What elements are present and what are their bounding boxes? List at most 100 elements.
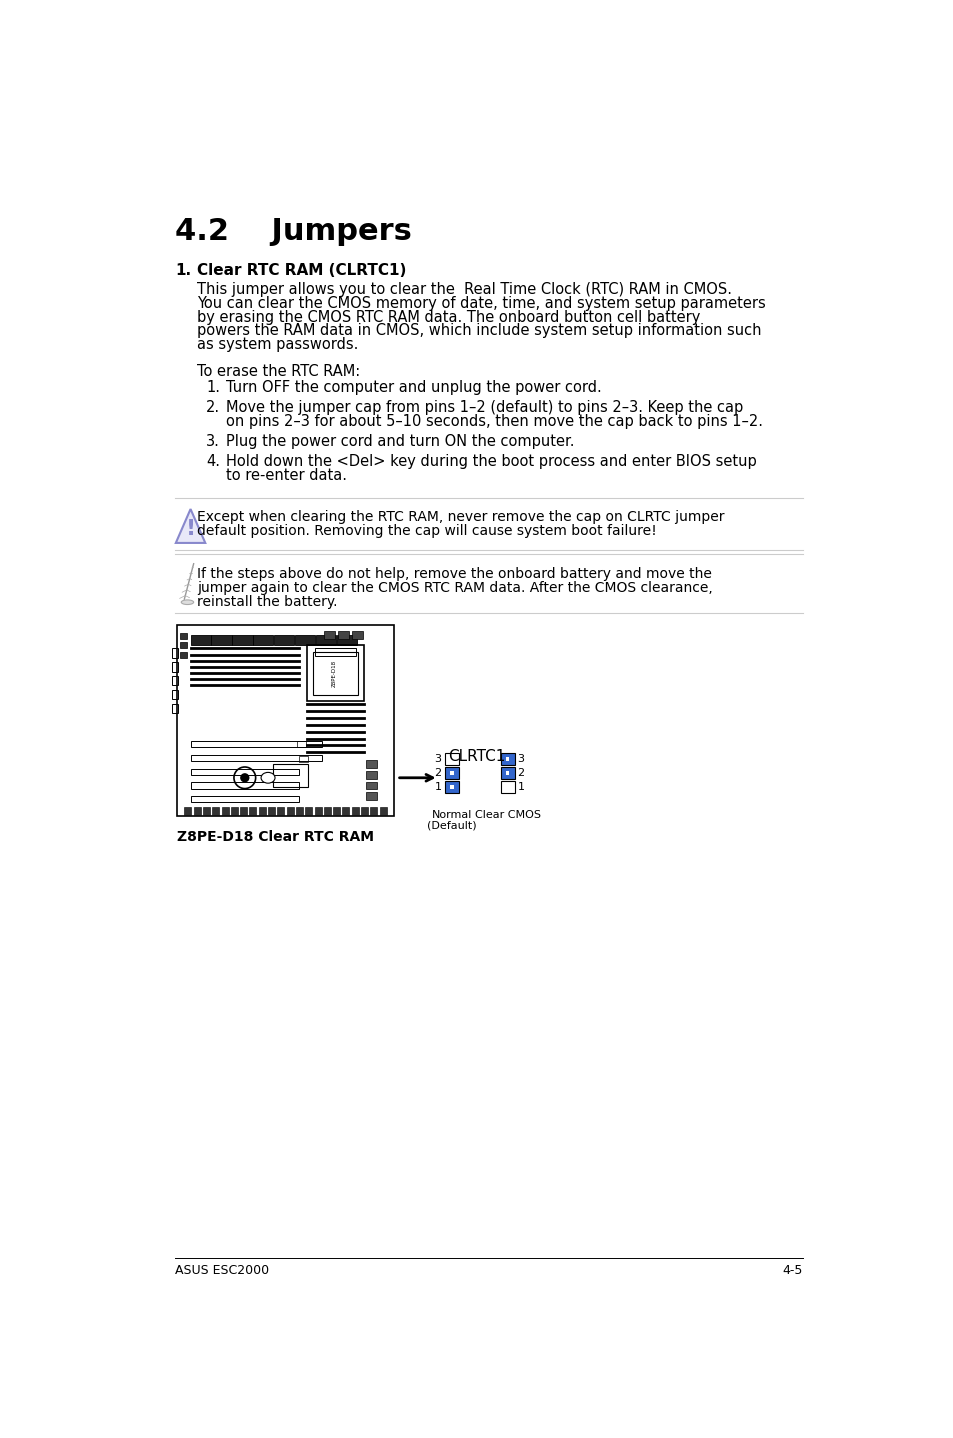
Bar [191,634,211,646]
Bar [191,782,298,788]
Bar [172,690,178,699]
Bar [314,649,356,656]
Text: 4.2    Jumpers: 4.2 Jumpers [174,217,412,246]
Text: Z8PE-D18: Z8PE-D18 [331,660,336,686]
Text: (Default): (Default) [426,821,476,831]
Text: If the steps above do not help, remove the onboard battery and move the: If the steps above do not help, remove t… [196,567,711,581]
Bar [221,807,229,815]
Text: 1: 1 [435,782,441,792]
Text: Except when clearing the RTC RAM, never remove the cap on CLRTC jumper: Except when clearing the RTC RAM, never … [196,510,723,523]
Bar [352,631,362,638]
Text: 4-5: 4-5 [781,1264,802,1277]
Text: to re-enter data.: to re-enter data. [226,469,347,483]
Text: Clear RTC RAM (CLRTC1): Clear RTC RAM (CLRTC1) [196,263,406,279]
Text: as system passwords.: as system passwords. [196,338,357,352]
Bar [298,756,308,762]
Bar [337,631,348,638]
Bar [240,807,247,815]
Text: jumper again to clear the CMOS RTC RAM data. After the CMOS clearance,: jumper again to clear the CMOS RTC RAM d… [196,581,712,595]
Bar [314,807,321,815]
Text: !: ! [185,519,195,539]
Bar [268,807,274,815]
Bar [323,631,335,638]
Bar [313,651,357,695]
Bar [360,807,368,815]
Text: by erasing the CMOS RTC RAM data. The onboard button cell battery: by erasing the CMOS RTC RAM data. The on… [196,309,700,325]
Bar [366,771,377,778]
Text: 4.: 4. [206,454,220,469]
Text: default position. Removing the cap will cause system boot failure!: default position. Removing the cap will … [196,523,656,538]
Text: 3: 3 [517,755,524,765]
Bar [191,741,322,746]
Text: 1.: 1. [206,381,220,395]
Text: 2: 2 [434,768,441,778]
Bar [333,807,340,815]
Bar [212,634,232,646]
Bar [179,651,187,657]
Text: To erase the RTC RAM:: To erase the RTC RAM: [196,364,359,378]
Bar [379,807,386,815]
Text: You can clear the CMOS memory of date, time, and system setup parameters: You can clear the CMOS memory of date, t… [196,296,764,311]
Bar [366,782,377,789]
Text: Turn OFF the computer and unplug the power cord.: Turn OFF the computer and unplug the pow… [226,381,601,395]
Bar [449,785,454,789]
Text: Plug the power cord and turn ON the computer.: Plug the power cord and turn ON the comp… [226,434,574,449]
Bar [191,755,322,761]
Bar [294,634,315,646]
Text: Z8PE-D18 Clear RTC RAM: Z8PE-D18 Clear RTC RAM [176,830,374,844]
Text: Normal: Normal [431,810,472,820]
Bar [184,807,192,815]
Text: ASUS ESC2000: ASUS ESC2000 [174,1264,269,1277]
Text: 1.: 1. [174,263,191,279]
Bar [286,807,294,815]
Bar [253,634,274,646]
Text: Clear CMOS: Clear CMOS [474,810,540,820]
Text: reinstall the battery.: reinstall the battery. [196,594,337,608]
Bar [323,807,331,815]
Bar [176,626,394,817]
Bar [203,807,210,815]
Bar [233,634,253,646]
Bar [444,754,458,765]
Bar [366,792,377,800]
Bar [505,771,509,775]
Bar [505,758,509,761]
Bar [172,663,178,672]
Bar [315,634,335,646]
Text: This jumper allows you to clear the  Real Time Clock (RTC) RAM in CMOS.: This jumper allows you to clear the Real… [196,282,731,296]
Polygon shape [175,509,205,544]
Bar [277,807,284,815]
Bar [352,807,358,815]
Bar [274,764,308,787]
Bar [172,703,178,713]
Bar [500,754,514,765]
Text: 3: 3 [435,755,441,765]
Bar [366,761,377,768]
Bar [179,633,187,638]
Ellipse shape [181,600,193,604]
Bar [172,649,178,657]
Ellipse shape [261,772,274,784]
Text: 3.: 3. [206,434,220,449]
Text: 2: 2 [517,768,524,778]
Text: Hold down the <Del> key during the boot process and enter BIOS setup: Hold down the <Del> key during the boot … [226,454,756,469]
Bar [307,646,364,700]
Bar [336,634,356,646]
Bar [274,634,294,646]
Bar [172,676,178,686]
Bar [258,807,266,815]
Text: powers the RAM data in CMOS, which include system setup information such: powers the RAM data in CMOS, which inclu… [196,324,760,338]
Circle shape [240,774,249,782]
Bar [500,781,514,794]
Bar [212,807,219,815]
Bar [444,766,458,779]
Bar [449,771,454,775]
Text: on pins 2–3 for about 5–10 seconds, then move the cap back to pins 1–2.: on pins 2–3 for about 5–10 seconds, then… [226,414,762,430]
Bar [191,797,298,802]
Bar [193,807,200,815]
Text: Move the jumper cap from pins 1–2 (default) to pins 2–3. Keep the cap: Move the jumper cap from pins 1–2 (defau… [226,400,742,416]
Text: 1: 1 [517,782,524,792]
Bar [179,643,187,649]
Bar [342,807,349,815]
Bar [231,807,237,815]
